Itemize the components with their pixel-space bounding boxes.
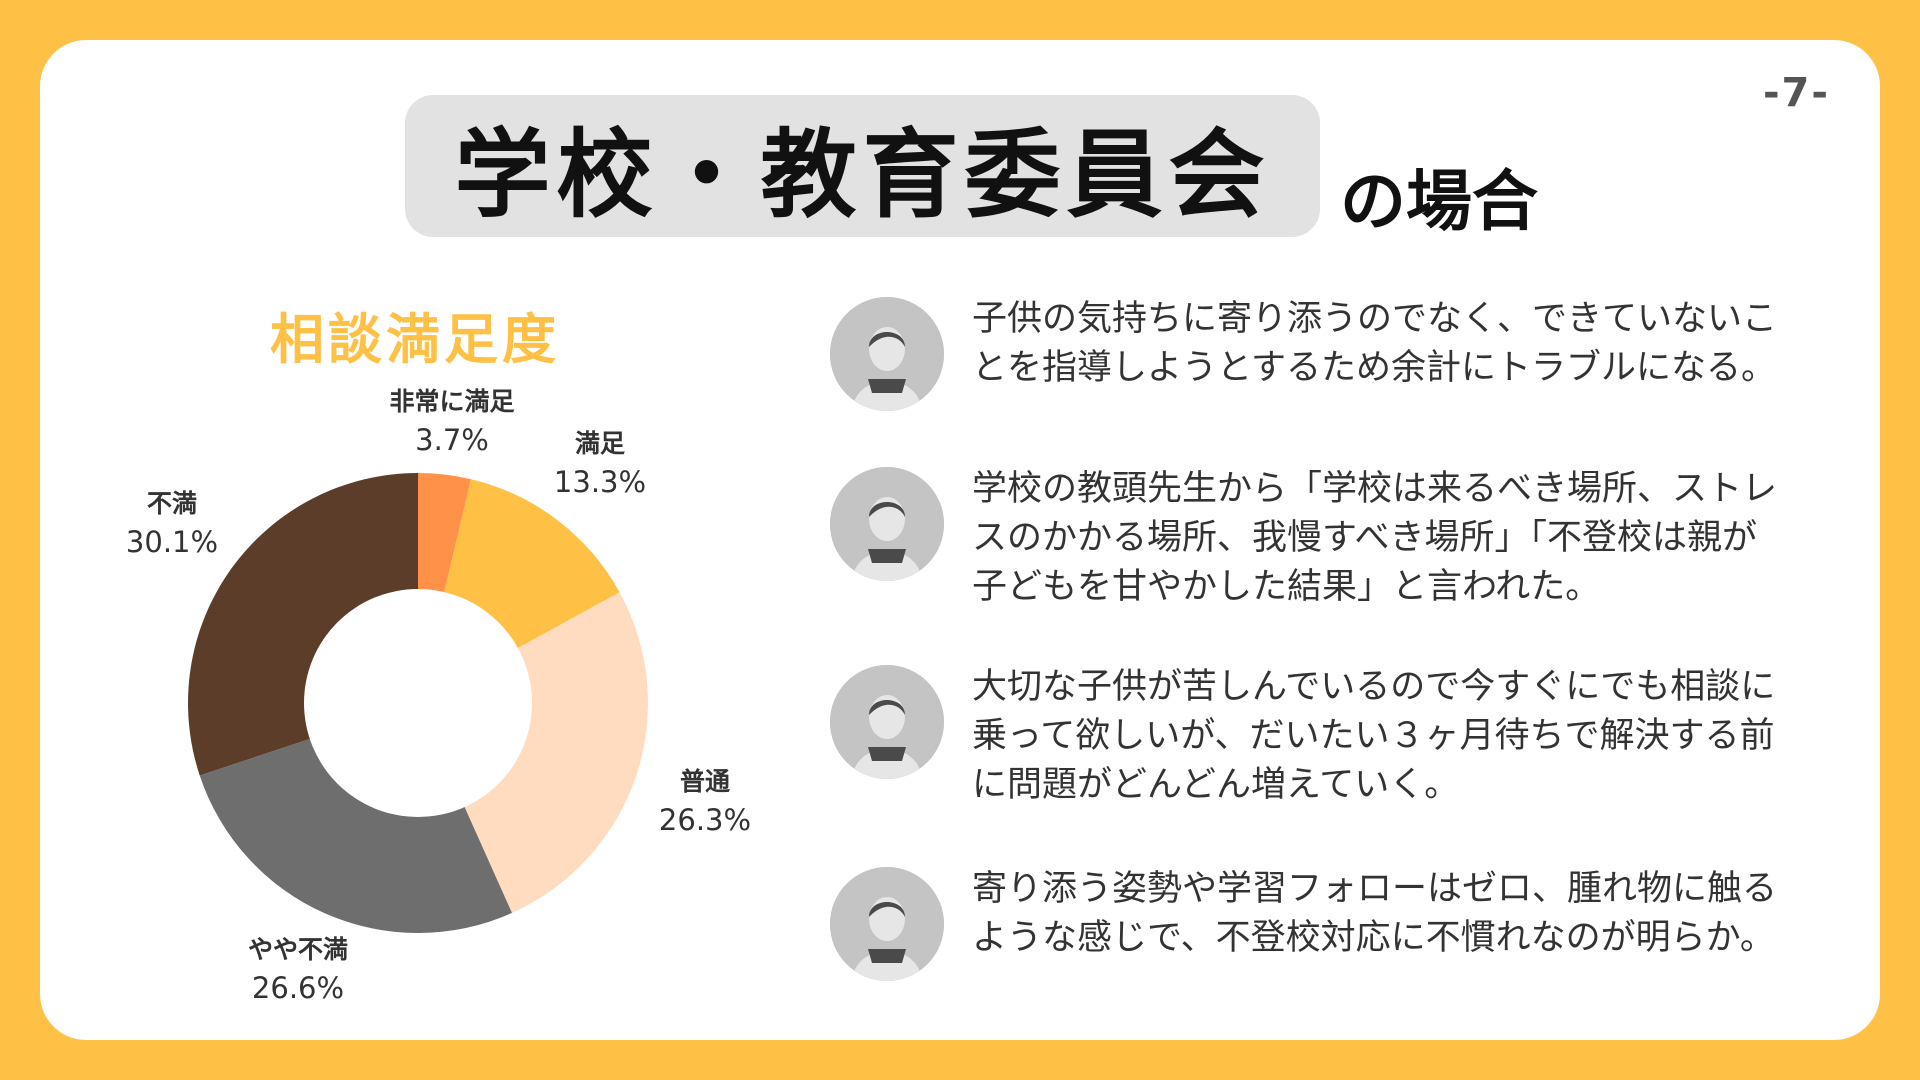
comment-line: 子供の気持ちに寄り添うのでなく、できていないこ (972, 299, 1778, 339)
comment-item: 子供の気持ちに寄り添うのでなく、できていないこ とを指導しようとするため余計にト… (830, 295, 1820, 411)
person-avatar-icon (830, 867, 944, 981)
page-number: -7- (1762, 70, 1830, 116)
comment-item: 学校の教頭先生から「学校は来るべき場所、ストレ スのかかる場所、我慢すべき場所」… (830, 465, 1820, 612)
comment-text: 学校の教頭先生から「学校は来るべき場所、ストレ スのかかる場所、我慢すべき場所」… (972, 465, 1812, 612)
comment-text: 子供の気持ちに寄り添うのでなく、できていないこ とを指導しようとするため余計にト… (972, 295, 1812, 393)
slice-value-label: 26.6% (252, 971, 344, 1005)
slice-category-label: 普通 (680, 767, 730, 796)
person-avatar-icon (830, 297, 944, 411)
donut-hole (304, 589, 532, 817)
slice-value-label: 3.7% (415, 423, 489, 457)
slice-value-label: 30.1% (126, 525, 218, 559)
comment-line: とを指導しようとするため余計にトラブルになる。 (972, 348, 1776, 388)
slice-category-label: やや不満 (248, 935, 348, 964)
slice-category-label: 非常に満足 (389, 387, 514, 416)
donut-chart: 非常に満足 3.7% 満足 13.3% 普通 26.3% やや不満 26.6% 不満 30.1% (126, 387, 751, 1005)
slice-category-label: 不満 (147, 489, 197, 518)
comment-text: 大切な子供が苦しんでいるので今すぐにでも相談に 乗って欲しいが、だいたい３ヶ月待… (972, 663, 1812, 810)
slice-category-label: 満足 (575, 429, 625, 458)
comment-line: に問題がどんどん増えていく。 (972, 765, 1460, 805)
comment-line: 学校の教頭先生から「学校は来るべき場所、ストレ (972, 469, 1778, 509)
slice-value-label: 26.3% (659, 803, 751, 837)
slice-value-label: 13.3% (554, 465, 646, 499)
comment-item: 寄り添う姿勢や学習フォローはゼロ、腫れ物に触る ような感じで、不登校対応に不慣れ… (830, 865, 1820, 981)
comment-line: 寄り添う姿勢や学習フォローはゼロ、腫れ物に触る (972, 869, 1778, 909)
comment-item: 大切な子供が苦しんでいるので今すぐにでも相談に 乗って欲しいが、だいたい３ヶ月待… (830, 663, 1820, 810)
page-title: 学校・教育委員会 (454, 118, 1271, 231)
chart-title: 相談満足度 (270, 308, 560, 371)
comment-line: スのかかる場所、我慢すべき場所」「不登校は親が (972, 518, 1758, 558)
page-subtitle: の場合 (1340, 163, 1538, 240)
comment-line: ような感じで、不登校対応に不慣れなのが明らか。 (972, 918, 1775, 958)
comment-line: 乗って欲しいが、だいたい３ヶ月待ちで解決する前 (972, 716, 1775, 756)
title-box: 学校・教育委員会 (405, 95, 1320, 237)
comment-line: 子どもを甘やかした結果」と言われた。 (972, 567, 1601, 607)
person-avatar-icon (830, 467, 944, 581)
person-avatar-icon (830, 665, 944, 779)
comment-line: 大切な子供が苦しんでいるので今すぐにでも相談に (972, 667, 1776, 707)
comment-text: 寄り添う姿勢や学習フォローはゼロ、腫れ物に触る ような感じで、不登校対応に不慣れ… (972, 865, 1812, 963)
